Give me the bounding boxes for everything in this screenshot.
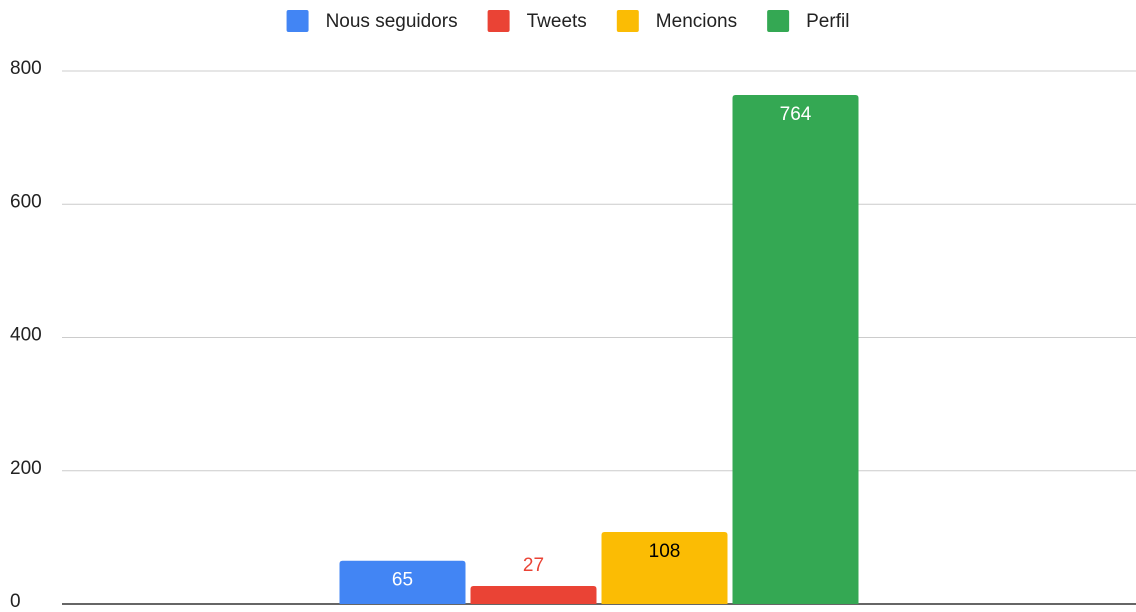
legend-label: Mencions — [656, 11, 737, 32]
bar — [470, 586, 597, 604]
y-tick-label: 800 — [10, 58, 42, 79]
legend-label: Perfil — [806, 11, 849, 32]
y-tick-label: 600 — [10, 191, 42, 212]
legend-label: Tweets — [527, 11, 587, 32]
y-tick-label: 400 — [10, 325, 42, 346]
y-tick-label: 0 — [10, 591, 21, 612]
data-label: 764 — [780, 104, 812, 125]
data-label: 27 — [523, 555, 544, 576]
legend-swatch — [616, 10, 639, 32]
legend-swatch — [767, 10, 790, 32]
bar — [732, 94, 859, 605]
legend-label: Nous seguidors — [326, 11, 458, 32]
legend-swatch — [286, 10, 309, 32]
legend-swatch — [487, 10, 510, 32]
data-label: 108 — [649, 541, 681, 562]
data-label: 65 — [392, 570, 413, 591]
bar — [601, 532, 728, 604]
bar — [339, 560, 466, 604]
y-tick-label: 200 — [10, 458, 42, 479]
